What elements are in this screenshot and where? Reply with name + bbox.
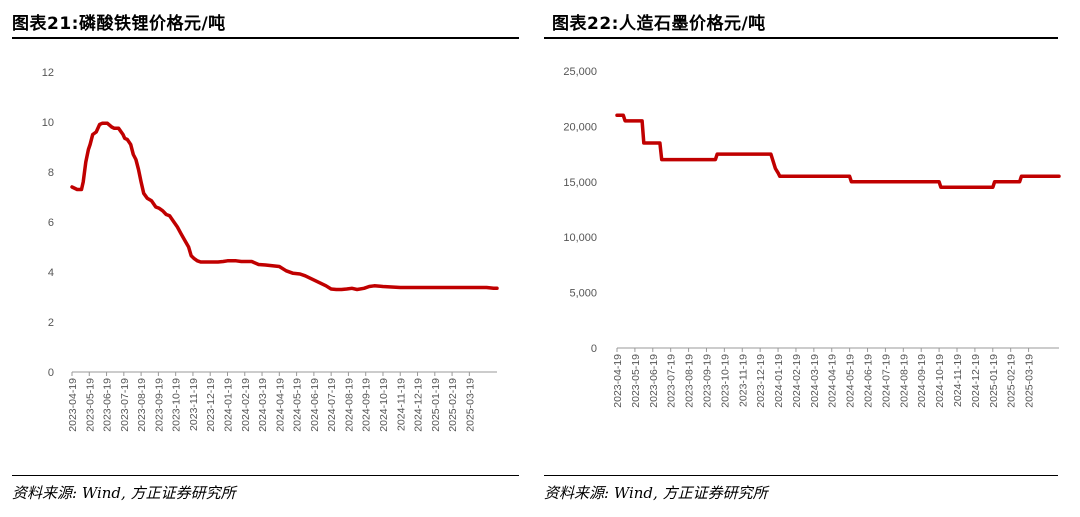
x-tick-label: 2023-04-19 bbox=[67, 378, 79, 432]
y-tick-label: 10,000 bbox=[563, 232, 597, 244]
source-note: 资料来源: Wind, 方正证券研究所 bbox=[12, 484, 236, 502]
x-tick-label: 2023-07-19 bbox=[119, 378, 131, 432]
x-tick-label: 2024-09-19 bbox=[361, 378, 373, 432]
y-tick-label: 0 bbox=[48, 367, 54, 379]
price-line bbox=[615, 113, 1061, 190]
y-tick-label: 0 bbox=[591, 343, 597, 355]
x-tick-label: 2023-12-19 bbox=[205, 378, 217, 432]
x-tick-label: 2023-08-19 bbox=[684, 354, 696, 408]
left-chart-panel: 图表21:磷酸铁锂价格元/吨 0 2 4 6 8 10 12 2023-04-19 2023-0… bbox=[12, 14, 519, 502]
y-tick-label: 5,000 bbox=[569, 288, 597, 300]
x-tick-label: 2024-09-19 bbox=[916, 354, 928, 408]
y-tick-label: 10 bbox=[42, 117, 54, 129]
price-line bbox=[70, 121, 499, 292]
x-tick-label: 2024-10-19 bbox=[934, 354, 946, 408]
x-tick-label: 2024-05-19 bbox=[292, 378, 304, 432]
y-tick-label: 8 bbox=[48, 167, 54, 179]
chart-title: 图表22:人造石墨价格元/吨 bbox=[552, 14, 766, 34]
x-tick-label: 2024-06-19 bbox=[309, 378, 321, 432]
x-tick-label: 2024-10-19 bbox=[378, 378, 390, 432]
x-tick-label: 2024-05-19 bbox=[845, 354, 857, 408]
y-tick-label: 6 bbox=[48, 217, 54, 229]
x-tick-label: 2024-01-19 bbox=[222, 378, 234, 432]
y-tick-label: 20,000 bbox=[563, 121, 597, 133]
x-tick-label: 2023-11-19 bbox=[737, 354, 749, 407]
source-note: 资料来源: Wind, 方正证券研究所 bbox=[544, 484, 768, 502]
x-tick-label: 2024-01-19 bbox=[773, 354, 785, 408]
x-tick-label: 2023-04-19 bbox=[612, 354, 624, 408]
x-tick-label: 2023-05-19 bbox=[630, 354, 642, 408]
x-tick-label: 2024-03-19 bbox=[809, 354, 821, 408]
chart-title: 图表21:磷酸铁锂价格元/吨 bbox=[12, 14, 226, 34]
x-tick-label: 2023-11-19 bbox=[188, 378, 200, 431]
x-tick-label: 2023-08-19 bbox=[136, 378, 148, 432]
source-divider bbox=[544, 475, 1058, 476]
x-tick-label: 2023-06-19 bbox=[102, 378, 114, 432]
x-tick-label: 2023-12-19 bbox=[755, 354, 767, 408]
x-tick-label: 2023-06-19 bbox=[648, 354, 660, 408]
x-tick-label: 2024-06-19 bbox=[863, 354, 875, 408]
x-tick-label: 2024-04-19 bbox=[274, 378, 286, 432]
x-tick-label: 2024-12-19 bbox=[970, 354, 982, 408]
title-divider bbox=[12, 37, 519, 39]
x-tick-label: 2023-09-19 bbox=[153, 378, 165, 432]
y-tick-label: 2 bbox=[48, 317, 54, 329]
x-tick-label: 2025-02-19 bbox=[447, 378, 459, 432]
x-tick-label: 2025-03-19 bbox=[464, 378, 476, 432]
x-tick-label: 2024-08-19 bbox=[898, 354, 910, 408]
x-tick-label: 2023-05-19 bbox=[84, 378, 96, 432]
lfp-price-chart: 0 2 4 6 8 10 12 2023-04-19 2023-05-19 2023-06-19 2… bbox=[42, 67, 499, 432]
x-tick-label: 2023-07-19 bbox=[666, 354, 678, 408]
x-tick-label: 2024-08-19 bbox=[343, 378, 355, 432]
x-tick-label: 2025-03-19 bbox=[1024, 354, 1036, 408]
title-divider bbox=[544, 37, 1058, 39]
x-tick-label: 2024-11-19 bbox=[395, 378, 407, 431]
x-tick-label: 2024-12-19 bbox=[413, 378, 425, 432]
y-tick-label: 12 bbox=[42, 67, 54, 79]
x-tick-label: 2025-01-19 bbox=[988, 354, 1000, 408]
x-tick-label: 2025-02-19 bbox=[1006, 354, 1018, 408]
x-tick-label: 2024-04-19 bbox=[827, 354, 839, 408]
x-tick-label: 2023-10-19 bbox=[719, 354, 731, 408]
x-tick-label: 2023-10-19 bbox=[171, 378, 183, 432]
x-tick-label: 2024-07-19 bbox=[880, 354, 892, 408]
x-tick-label: 2024-02-19 bbox=[791, 354, 803, 408]
x-tick-label: 2024-11-19 bbox=[952, 354, 964, 407]
x-tick-label: 2025-01-19 bbox=[430, 378, 442, 432]
y-tick-label: 25,000 bbox=[563, 66, 597, 78]
y-tick-label: 15,000 bbox=[563, 177, 597, 189]
x-tick-label: 2024-02-19 bbox=[240, 378, 252, 432]
right-chart-panel: 图表22:人造石墨价格元/吨 0 5,000 10,000 15,000 20,000 2… bbox=[540, 0, 1080, 517]
x-tick-label: 2024-07-19 bbox=[326, 378, 338, 432]
x-tick-label: 2024-03-19 bbox=[257, 378, 269, 432]
graphite-price-chart: 0 5,000 10,000 15,000 20,000 25,000 2023-04-19… bbox=[563, 66, 1061, 408]
x-tick-label: 2023-09-19 bbox=[701, 354, 713, 408]
y-tick-label: 4 bbox=[48, 267, 54, 279]
source-divider bbox=[12, 475, 519, 476]
